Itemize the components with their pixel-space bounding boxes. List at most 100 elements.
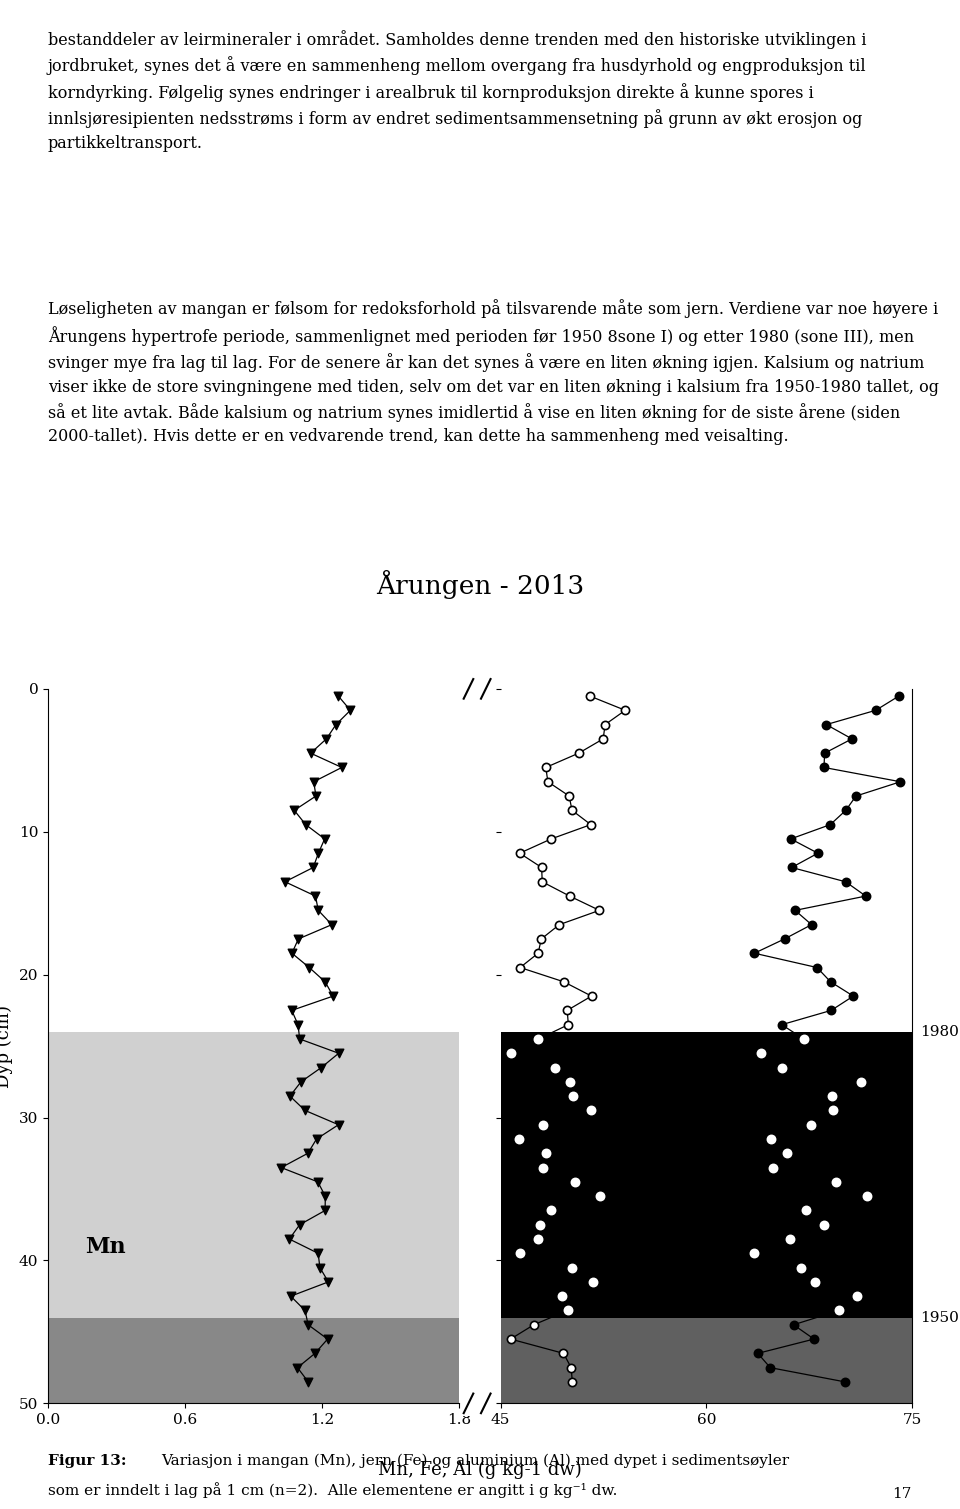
Point [765, 1156, 780, 1180]
Point [810, 841, 826, 865]
Point [783, 827, 799, 851]
Point [318, 1198, 333, 1222]
Text: Mn, Fe, Al (g kg-1 dw): Mn, Fe, Al (g kg-1 dw) [378, 1461, 582, 1479]
Point [531, 1028, 546, 1052]
Point [309, 1127, 324, 1151]
Point [539, 756, 554, 780]
Text: Årungen - 2013: Årungen - 2013 [376, 570, 584, 599]
Text: Al: Al [714, 1236, 740, 1259]
Point [290, 1013, 305, 1037]
Text: 17: 17 [893, 1488, 912, 1501]
Point [307, 1342, 323, 1366]
Point [747, 942, 762, 966]
Point [591, 898, 607, 922]
Point [891, 684, 906, 708]
Point [859, 1185, 875, 1209]
Point [318, 1185, 333, 1209]
Point [853, 1070, 869, 1094]
Point [774, 1013, 789, 1037]
Text: Fe: Fe [521, 1236, 550, 1259]
Point [893, 770, 908, 794]
Point [807, 1271, 823, 1295]
Point [838, 869, 853, 893]
Point [565, 1083, 581, 1108]
Point [274, 1156, 289, 1180]
Point [503, 1326, 518, 1351]
Point [513, 955, 528, 979]
Point [277, 869, 293, 893]
Point [536, 1112, 551, 1136]
Y-axis label: Dyp (cm): Dyp (cm) [0, 1005, 13, 1088]
Point [556, 1342, 571, 1366]
Point [552, 913, 567, 937]
Text: Løseligheten av mangan er følsom for redoksforhold på tilsvarende måte som jern.: Løseligheten av mangan er følsom for red… [48, 299, 939, 445]
Point [819, 712, 834, 736]
Point [298, 812, 313, 836]
Point [543, 1198, 559, 1222]
Point [290, 1355, 305, 1379]
Point [746, 1242, 761, 1266]
Text: Mn: Mn [85, 1236, 126, 1259]
Point [868, 699, 883, 723]
Point [825, 1083, 840, 1108]
Point [782, 1227, 798, 1251]
Point [750, 1342, 765, 1366]
Point [305, 856, 321, 880]
Point [300, 1313, 316, 1337]
Point [504, 1041, 519, 1065]
Point [564, 798, 580, 822]
Point [526, 1313, 541, 1337]
Point [540, 770, 556, 794]
Point [583, 1099, 598, 1123]
Point [850, 1284, 865, 1308]
Point [762, 1355, 778, 1379]
Point [284, 942, 300, 966]
Point [804, 913, 819, 937]
Point [298, 1099, 313, 1123]
Point [597, 712, 612, 736]
Point [310, 1169, 325, 1194]
Point [763, 1127, 779, 1151]
Point [330, 684, 346, 708]
Point [321, 1271, 336, 1295]
Point [617, 699, 633, 723]
Point [775, 1055, 790, 1079]
Text: Figur 13:: Figur 13: [48, 1455, 127, 1468]
Point [314, 1055, 329, 1079]
Point [563, 1070, 578, 1094]
Point [324, 913, 340, 937]
Point [311, 898, 326, 922]
Point [595, 727, 611, 751]
Point [287, 798, 302, 822]
Point [281, 1227, 297, 1251]
Bar [500, 690, 912, 1032]
Point [592, 1185, 608, 1209]
Point [555, 1284, 570, 1308]
Point [533, 1213, 548, 1237]
Point [513, 1242, 528, 1266]
Point [585, 1271, 600, 1295]
Point [298, 1298, 313, 1322]
Point [583, 812, 598, 836]
Point [312, 1255, 327, 1280]
Point [535, 869, 550, 893]
Point [291, 927, 306, 951]
Point [308, 884, 324, 908]
Bar [500, 1317, 912, 1403]
Bar [48, 1032, 460, 1317]
Point [796, 1028, 811, 1052]
Point [562, 785, 577, 809]
Point [567, 1169, 583, 1194]
Point [292, 1213, 307, 1237]
Text: 1950: 1950 [921, 1311, 959, 1325]
Point [786, 1313, 802, 1337]
Point [816, 756, 831, 780]
Text: 1980: 1980 [921, 1025, 959, 1038]
Text: Variasjon i mangan (Mn), jern (Fe) og aluminium (Al) med dypet i sedimentsøyler: Variasjon i mangan (Mn), jern (Fe) og al… [161, 1453, 789, 1468]
Point [534, 927, 549, 951]
Point [328, 712, 344, 736]
Point [512, 1127, 527, 1151]
Point [754, 1041, 769, 1065]
Point [548, 1055, 564, 1079]
Point [531, 942, 546, 966]
